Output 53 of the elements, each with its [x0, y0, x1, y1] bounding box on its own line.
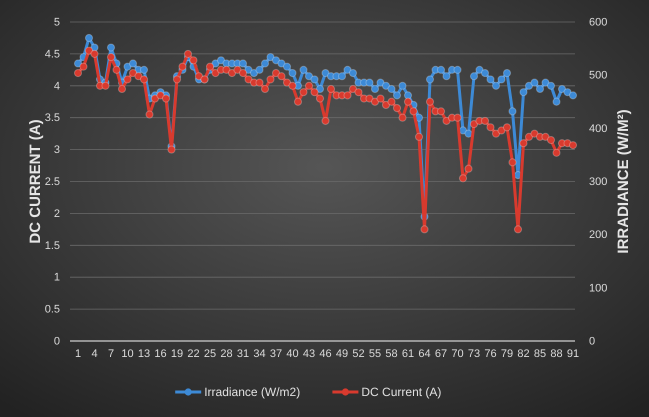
x-tick-label: 85	[534, 348, 546, 360]
x-tick-label: 1	[74, 348, 82, 360]
x-tick-label: 55	[368, 348, 382, 360]
x-tick-label: 10	[121, 348, 134, 360]
legend-label: Irradiance (W/m2)	[204, 385, 300, 399]
x-tick-label: 49	[336, 348, 348, 360]
x-tick-label: 31	[236, 348, 250, 360]
y-tick-label: 1.5	[44, 240, 60, 252]
y-tick-label: 2	[54, 208, 60, 220]
x-tick-label: 79	[500, 348, 514, 360]
x-tick-label: 46	[319, 348, 332, 360]
y2-tick-label: 300	[589, 176, 608, 188]
y-tick-label: 0	[54, 336, 60, 348]
y-tick-label: 0.5	[44, 304, 60, 316]
x-tick-label: 25	[204, 348, 216, 360]
y-tick-label: 5	[54, 16, 60, 29]
y-tick-label: 4	[54, 80, 60, 92]
x-tick-label: 40	[286, 348, 299, 360]
x-tick-label: 16	[154, 348, 167, 360]
x-tick-label: 76	[484, 348, 497, 360]
x-tick-label: 4	[91, 348, 98, 360]
x-tick-label: 88	[550, 348, 563, 360]
y2-tick-label: 400	[589, 122, 608, 135]
y2-tick-label: 0	[589, 336, 596, 348]
x-tick-label: 82	[517, 348, 530, 360]
y-tick-label: 2.5	[44, 176, 60, 188]
x-tick-label: 7	[108, 348, 114, 360]
y2-tick-label: 500	[589, 70, 608, 82]
x-tick-label: 19	[170, 348, 184, 360]
x-tick-label: 64	[418, 348, 431, 360]
legend-label: DC Current (A)	[361, 385, 442, 399]
x-tick-label: 52	[352, 348, 365, 360]
x-tick-label: 91	[566, 348, 580, 360]
x-tick-label: 13	[138, 348, 150, 360]
x-tick-label: 34	[253, 348, 266, 360]
x-tick-label: 61	[402, 348, 414, 360]
x-tick-label: 67	[434, 348, 448, 360]
y2-tick-label: 600	[589, 16, 608, 29]
x-tick-label: 73	[468, 348, 480, 360]
y-tick-label: 3	[54, 144, 60, 156]
y2-axis-title: IRRADIANCE (W/M²)	[615, 109, 632, 254]
x-tick-label: 58	[385, 348, 398, 360]
y2-tick-label: 200	[589, 229, 608, 242]
y-axis-title: DC CURRENT (A)	[27, 119, 44, 244]
x-tick-label: 43	[302, 348, 316, 360]
y-tick-label: 4.5	[44, 48, 60, 60]
y-tick-label: 1	[54, 272, 60, 284]
x-tick-label: 70	[451, 348, 464, 360]
y-tick-label: 3.5	[44, 112, 60, 124]
y2-tick-label: 100	[589, 282, 608, 294]
x-tick-label: 22	[187, 348, 200, 360]
x-tick-label: 28	[220, 348, 233, 360]
x-tick-label: 37	[270, 348, 282, 360]
